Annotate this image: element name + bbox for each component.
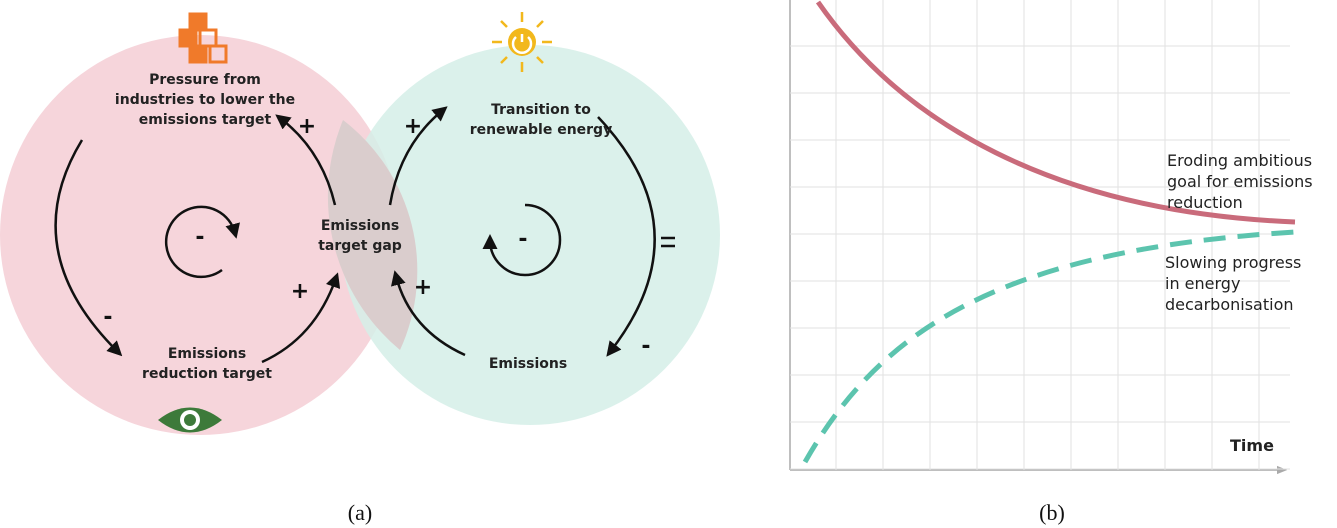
arrow [261,272,341,364]
arrow [391,270,466,357]
x-axis-label: Time [1230,436,1274,455]
loop-sign: - [518,227,527,252]
panel-b [789,0,1296,475]
caption: (a) [348,500,372,525]
curve-label: in energy [1165,274,1240,293]
node-label: Emissions [321,218,399,234]
loop-arrow [164,205,240,279]
progress-curve [802,229,1296,464]
delay-mark [661,236,675,248]
node-label: reduction target [142,366,272,382]
curve-label: Slowing progress [1165,253,1301,272]
curve-label: reduction [1167,193,1243,212]
eye-icon [158,407,222,433]
link-sign: + [291,279,309,304]
link-sign: + [414,275,432,300]
link-sign: - [103,305,112,330]
link-sign: + [404,114,422,139]
link-sign: + [298,114,316,139]
curve-label: decarbonisation [1165,295,1294,314]
arrow [388,106,448,206]
cubes-icon [178,12,228,64]
node-label: Emissions [489,356,567,372]
arrow [54,139,123,357]
link-sign: - [641,334,650,359]
arrow [275,114,337,206]
node-label: Emissions [168,346,246,362]
overlap [327,120,418,350]
curve-label: goal for emissions [1167,172,1313,191]
caption: (b) [1039,500,1065,525]
sun-icon [492,12,552,72]
node-label: Transition to [491,102,591,118]
loop-arrow [482,203,562,277]
curve-label: Eroding ambitious [1167,151,1312,170]
node-label: Pressure from [149,72,261,88]
node-label: renewable energy [470,122,612,138]
eroding-curve [815,0,1296,225]
node-label: target gap [318,238,402,254]
node-label: industries to lower the [115,92,295,108]
panel-a [0,12,720,435]
loop-sign: - [195,225,204,250]
arrow [597,116,656,357]
node-label: emissions target [139,112,272,128]
